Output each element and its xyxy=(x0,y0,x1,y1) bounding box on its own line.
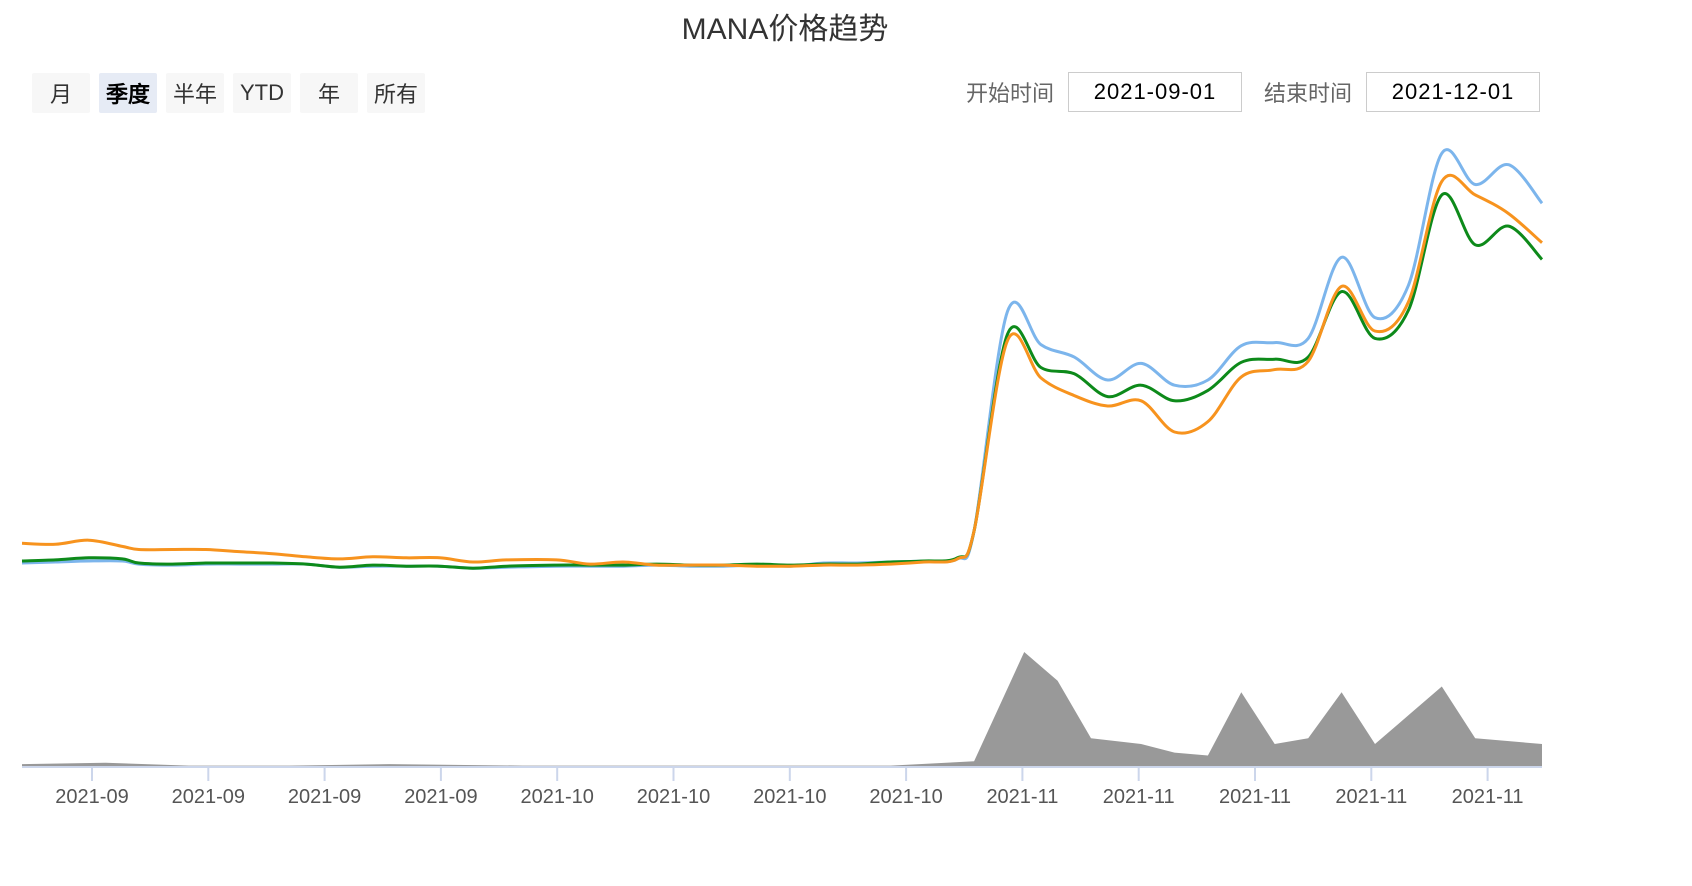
start-date-label: 开始时间 xyxy=(966,81,1055,106)
x-tick-label: 2021-11 xyxy=(1219,786,1291,808)
x-tick-label: 2021-10 xyxy=(637,786,710,808)
x-tick-label: 2021-09 xyxy=(55,786,128,808)
date-range-inputs: 开始时间 2021-09-01 结束时间 2021-12-01 xyxy=(966,72,1541,112)
x-axis-ticks: 2021-09 2021-09 2021-09 2021-09 2021-10 2021-… xyxy=(55,767,1524,808)
volume-area-layer xyxy=(22,652,1542,767)
price-line-green xyxy=(21,192,1544,570)
x-tick-label: 2021-10 xyxy=(869,786,942,808)
chart-title: MANA价格趋势 xyxy=(681,13,889,46)
start-date-input[interactable]: 2021-09-01 xyxy=(1068,72,1243,112)
end-date-label: 结束时间 xyxy=(1264,81,1353,106)
x-tick-label: 2021-09 xyxy=(404,786,477,808)
range-selector: 月 季度 半年 YTD 年 所有 xyxy=(32,73,425,113)
x-tick-label: 2021-11 xyxy=(986,786,1058,808)
range-button-ytd[interactable]: YTD xyxy=(233,73,291,113)
price-line-orange xyxy=(21,173,1543,568)
price-lines-layer xyxy=(21,148,1544,570)
range-button-quarter[interactable]: 季度 xyxy=(99,73,157,113)
range-button-all[interactable]: 所有 xyxy=(367,73,425,113)
range-button-month[interactable]: 月 xyxy=(32,73,90,113)
x-tick-label: 2021-11 xyxy=(1103,786,1175,808)
range-button-year[interactable]: 年 xyxy=(300,73,358,113)
x-tick-label: 2021-10 xyxy=(753,786,826,808)
x-tick-label: 2021-11 xyxy=(1335,786,1407,808)
volume-area xyxy=(22,652,1542,767)
x-tick-label: 2021-09 xyxy=(288,786,361,808)
x-tick-label: 2021-09 xyxy=(172,786,245,808)
price-line-blue xyxy=(21,148,1544,570)
x-tick-label: 2021-10 xyxy=(520,786,593,808)
x-tick-label: 2021-11 xyxy=(1452,786,1524,808)
end-date-input[interactable]: 2021-12-01 xyxy=(1366,72,1541,112)
range-button-half-year[interactable]: 半年 xyxy=(166,73,224,113)
